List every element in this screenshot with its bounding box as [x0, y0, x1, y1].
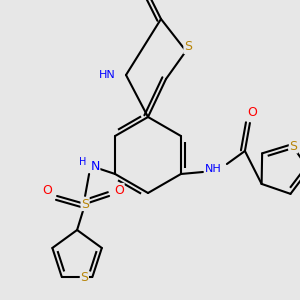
Text: O: O [42, 184, 52, 196]
Text: O: O [247, 106, 257, 119]
Text: S: S [81, 197, 89, 211]
Text: NH: NH [205, 164, 221, 174]
Text: S: S [80, 271, 88, 284]
Text: H: H [80, 157, 87, 167]
Text: S: S [290, 140, 297, 153]
Text: O: O [114, 184, 124, 196]
Text: HN: HN [99, 70, 116, 80]
Text: S: S [184, 40, 192, 53]
Text: N: N [90, 160, 100, 172]
